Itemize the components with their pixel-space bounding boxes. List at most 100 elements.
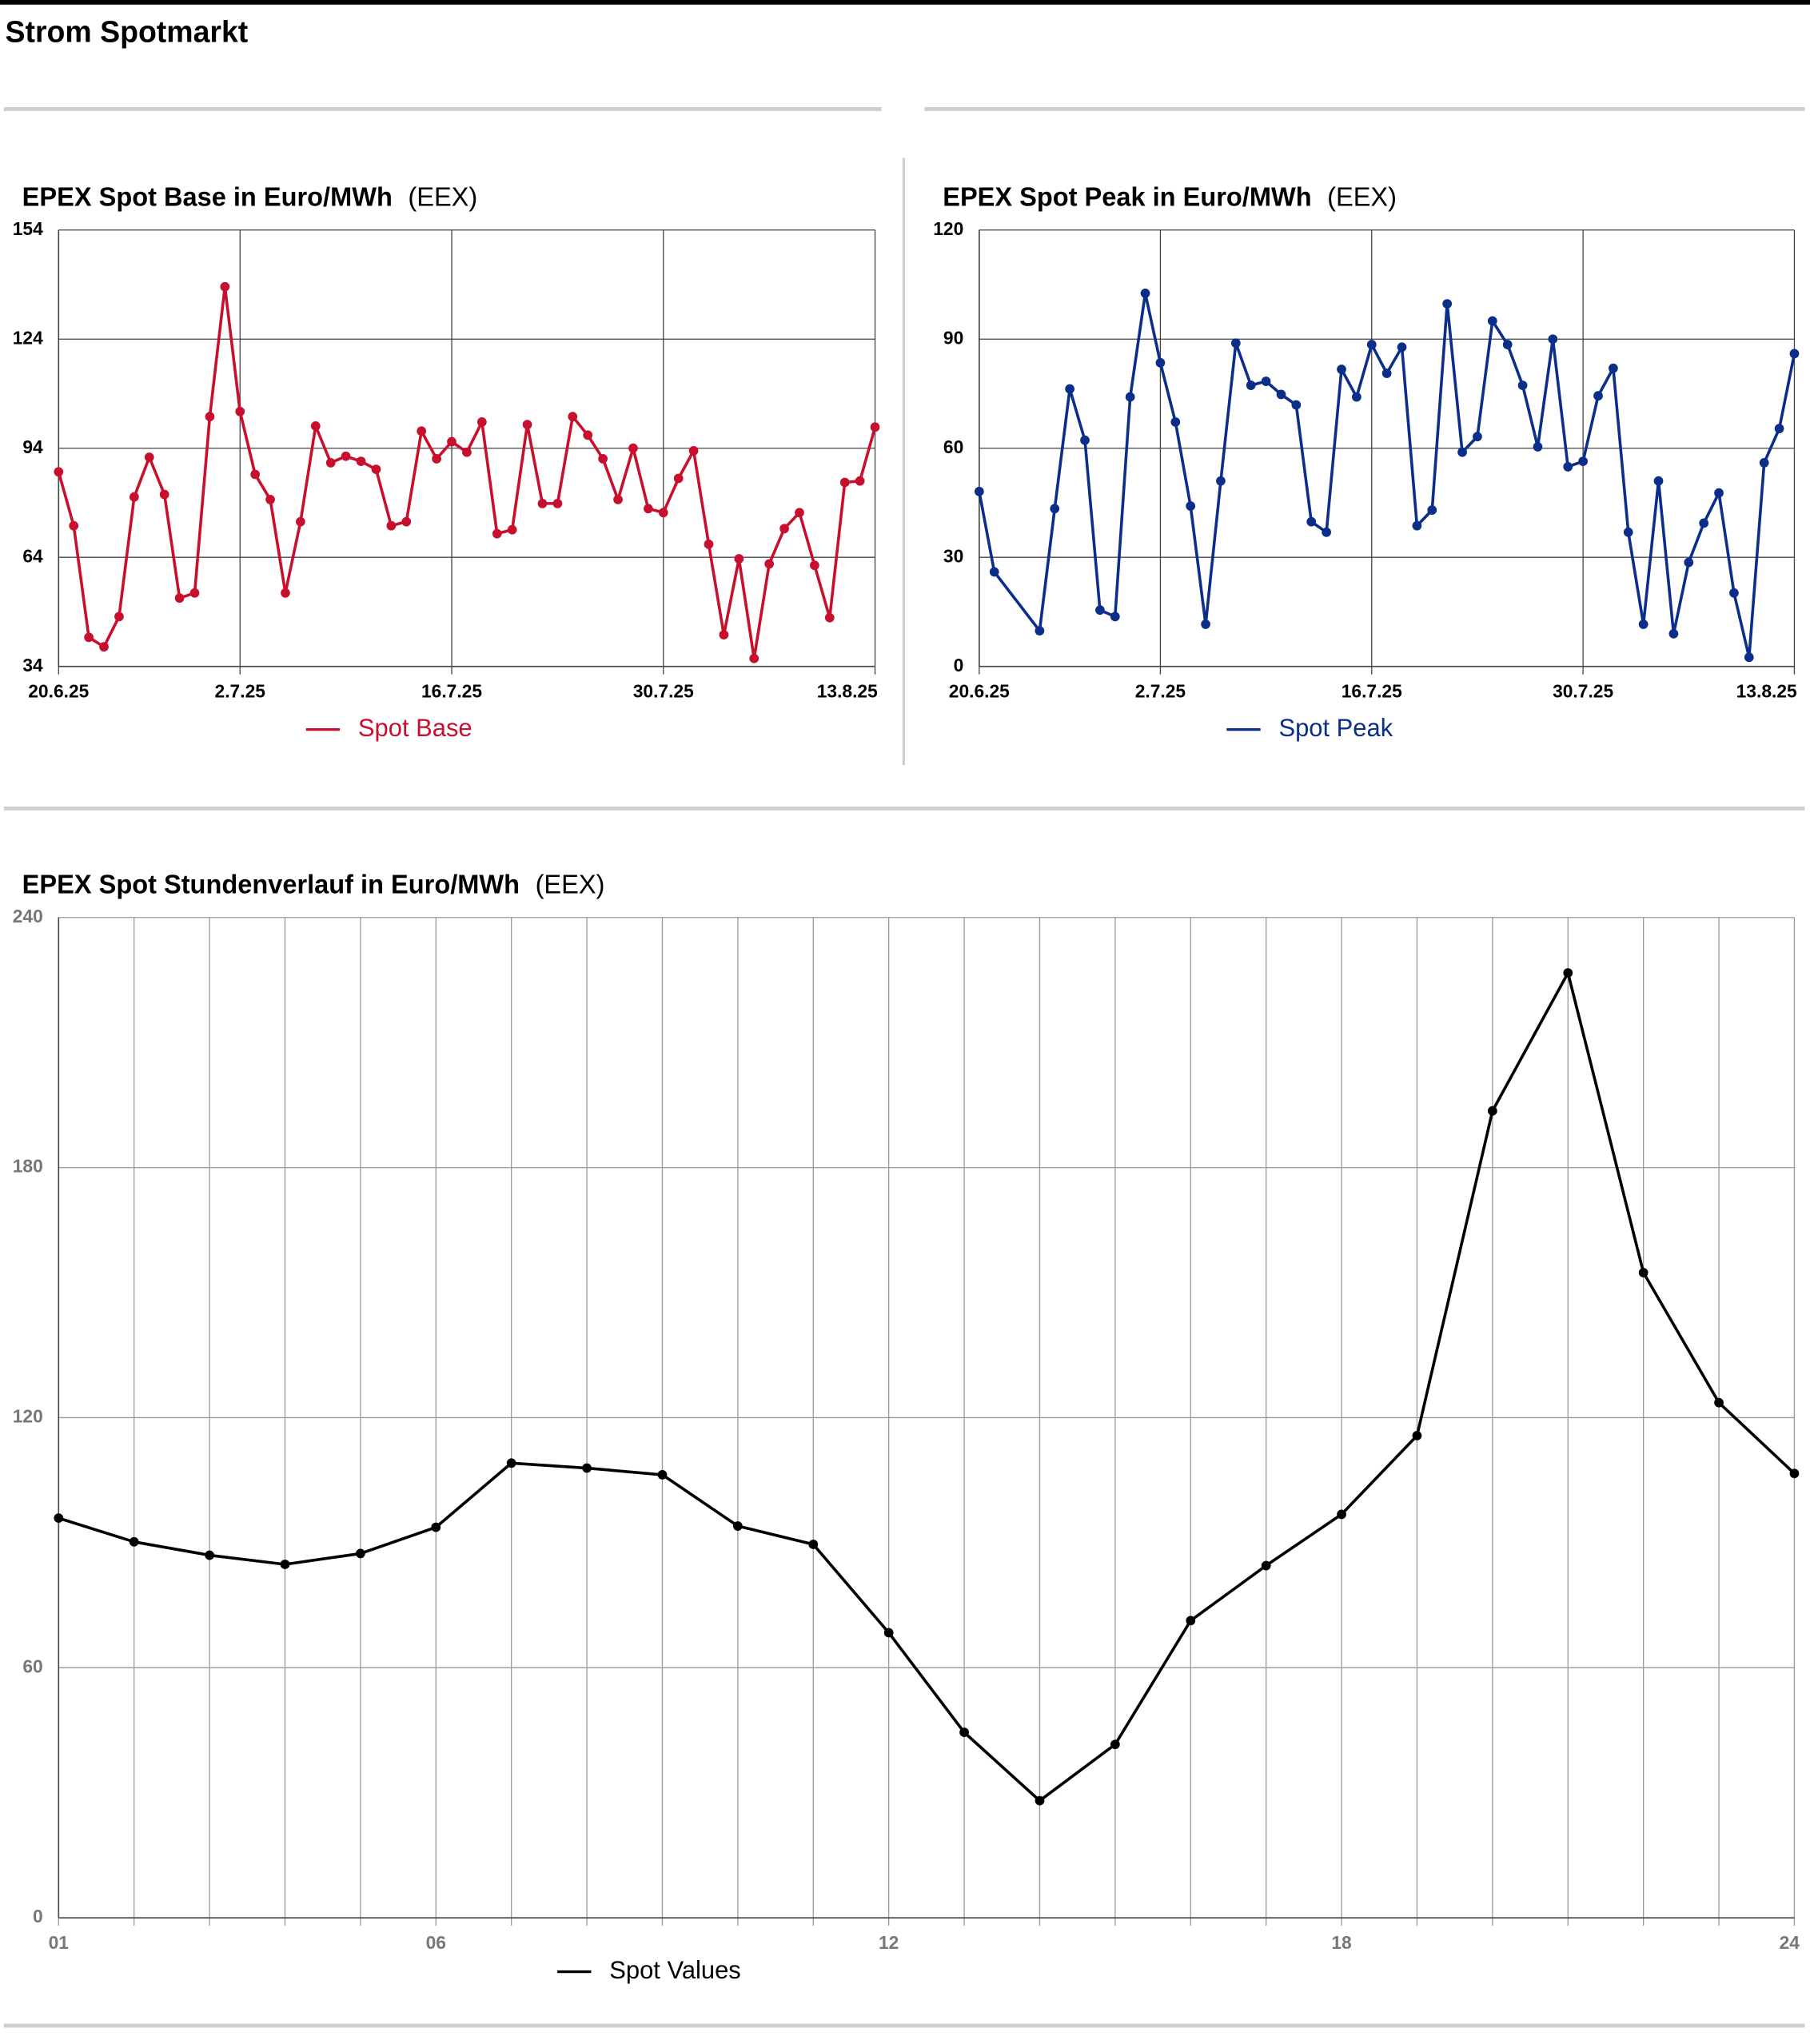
data-point: [808, 1540, 819, 1549]
data-point: [1578, 456, 1588, 467]
data-point: [280, 1560, 290, 1569]
data-point: [734, 554, 744, 564]
data-point: [795, 508, 804, 518]
data-point: [371, 464, 381, 475]
data-point: [54, 1513, 64, 1524]
data-point: [69, 520, 79, 531]
data-point: [1035, 626, 1045, 636]
page-title: Strom Spotmarkt: [6, 15, 249, 49]
x-tick-label: 16.7.25: [421, 681, 482, 702]
data-point: [235, 406, 245, 416]
data-point: [974, 486, 984, 496]
data-point: [1186, 1616, 1196, 1626]
data-point: [810, 560, 819, 571]
data-point: [99, 642, 109, 652]
data-point: [205, 1550, 214, 1560]
x-tick-label: 2.7.25: [215, 681, 266, 702]
data-point: [1699, 518, 1709, 528]
data-point: [1427, 505, 1437, 515]
data-point: [1306, 516, 1317, 527]
data-point: [220, 281, 230, 292]
data-point: [205, 412, 215, 422]
data-point: [1397, 342, 1407, 353]
data-point: [431, 1522, 441, 1532]
data-point: [174, 593, 185, 604]
legend-label: Spot Base: [358, 714, 472, 742]
data-point: [658, 508, 668, 518]
data-point: [507, 524, 517, 535]
data-point: [250, 469, 261, 480]
chart-title-main: EPEX Spot Peak in Euro/MWh: [943, 181, 1311, 211]
legend-label: Spot Peak: [1278, 714, 1393, 742]
data-point: [386, 520, 397, 531]
y-tick-label: 60: [22, 1656, 42, 1676]
data-point: [1065, 384, 1074, 394]
data-point: [870, 422, 880, 432]
y-tick-label: 94: [22, 436, 43, 457]
data-point: [1609, 363, 1618, 373]
y-tick-label: 180: [13, 1156, 43, 1177]
x-tick-label: 24: [1780, 1932, 1800, 1953]
data-point: [1050, 504, 1060, 514]
x-tick-label: 30.7.25: [1553, 681, 1613, 702]
data-point: [129, 492, 139, 502]
data-point: [719, 630, 729, 640]
data-point: [1110, 612, 1120, 622]
data-point: [1563, 462, 1573, 472]
data-point: [1668, 628, 1679, 639]
data-point: [1638, 620, 1649, 629]
data-point: [989, 567, 999, 577]
data-point: [1276, 389, 1286, 400]
data-point: [1457, 447, 1467, 457]
data-point: [1714, 1397, 1724, 1408]
chart-title: EPEX Spot Base in Euro/MWh (EEX): [22, 181, 478, 211]
y-tick-label: 0: [33, 1906, 43, 1926]
x-tick-label: 13.8.25: [817, 681, 878, 702]
data-point: [1261, 377, 1271, 386]
data-point: [1759, 458, 1769, 468]
data-point: [492, 528, 502, 539]
data-point: [432, 454, 441, 464]
data-point: [673, 473, 684, 484]
data-point: [582, 1463, 592, 1473]
data-point: [54, 467, 64, 477]
data-point: [779, 524, 789, 534]
data-point: [1502, 340, 1513, 349]
x-tick-label: 16.7.25: [1342, 681, 1402, 702]
data-point: [1201, 620, 1210, 629]
data-point: [1125, 392, 1135, 402]
data-point: [129, 1536, 139, 1547]
data-point: [1366, 340, 1377, 349]
data-point: [1140, 289, 1150, 298]
data-point: [1714, 488, 1724, 498]
x-tick-label: 20.6.25: [28, 681, 89, 702]
y-tick-label: 124: [13, 327, 43, 348]
x-tick-label: 01: [49, 1932, 70, 1953]
data-point: [643, 504, 653, 514]
data-point: [1638, 1268, 1649, 1277]
data-point: [476, 417, 487, 427]
data-point: [159, 489, 169, 500]
data-point: [1170, 417, 1181, 427]
data-point: [1473, 432, 1482, 442]
x-tick-label: 12: [879, 1932, 899, 1953]
data-point: [1155, 357, 1166, 368]
data-point: [568, 412, 578, 422]
data-point: [855, 476, 865, 486]
data-point: [1337, 365, 1346, 374]
data-point: [839, 477, 850, 488]
data-point: [657, 1469, 668, 1480]
data-point: [613, 494, 623, 504]
data-point: [1789, 349, 1800, 359]
data-point: [189, 588, 200, 598]
data-point: [1352, 392, 1361, 402]
x-tick-label: 13.8.25: [1736, 681, 1797, 702]
data-point: [1729, 588, 1739, 598]
series-line: [57, 285, 877, 660]
data-point: [1230, 338, 1241, 349]
data-point: [1487, 1106, 1497, 1116]
data-point: [1623, 527, 1633, 537]
data-point: [1412, 1430, 1422, 1440]
data-point: [1412, 520, 1422, 531]
